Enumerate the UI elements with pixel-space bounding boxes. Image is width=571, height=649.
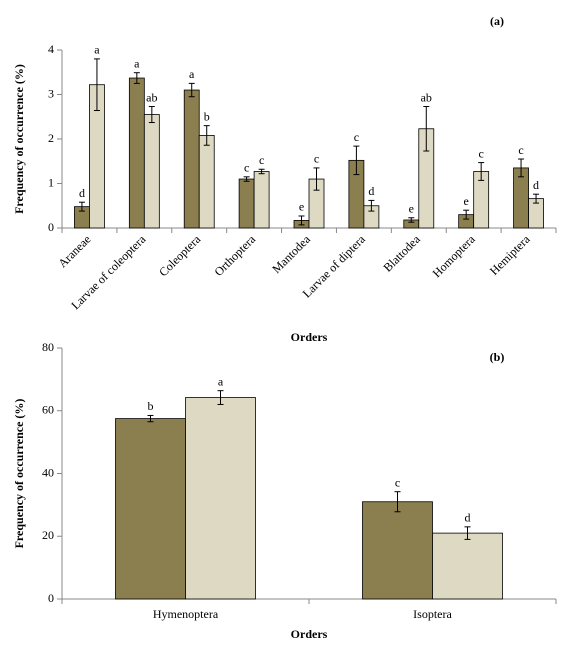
- significance-letter: c: [354, 130, 359, 144]
- x-tick-label: Isoptera: [413, 607, 452, 621]
- significance-letter: c: [518, 143, 523, 157]
- significance-letter: c: [259, 153, 264, 167]
- significance-letter: ab: [146, 90, 157, 104]
- x-tick-label: Coleoptera: [156, 232, 204, 280]
- bar: [198, 135, 215, 229]
- significance-letter: c: [395, 475, 400, 489]
- y-tick-label: 3: [48, 86, 54, 100]
- y-tick-label: 40: [42, 465, 54, 479]
- bar: [115, 418, 186, 600]
- x-tick-label: Hymenoptera: [153, 607, 219, 621]
- significance-letter: d: [533, 178, 539, 192]
- significance-letter: d: [465, 511, 471, 525]
- y-tick-label: 2: [48, 131, 54, 145]
- y-tick-label: 0: [48, 220, 54, 234]
- x-tick-label: Hemiptera: [487, 232, 533, 278]
- significance-letter: d: [368, 184, 374, 198]
- y-tick-label: 60: [42, 403, 54, 417]
- bar: [253, 171, 270, 229]
- significance-letter: a: [218, 374, 224, 388]
- x-tick-label: Araneae: [55, 232, 93, 270]
- y-axis-label: Frequency of occurrence (%): [12, 64, 26, 214]
- bar: [128, 77, 145, 229]
- significance-letter: e: [409, 202, 414, 216]
- bar: [432, 532, 503, 600]
- significance-letter: a: [189, 67, 195, 81]
- significance-letter: c: [314, 152, 319, 166]
- significance-letter: e: [464, 194, 469, 208]
- significance-letter: c: [479, 146, 484, 160]
- bar: [183, 89, 200, 229]
- significance-letter: a: [134, 56, 140, 70]
- x-tick-label: Homoptera: [430, 232, 479, 281]
- y-tick-label: 20: [42, 528, 54, 542]
- significance-letter: a: [94, 43, 100, 57]
- significance-letter: e: [299, 200, 304, 214]
- panel-label: (b): [490, 350, 505, 364]
- x-tick-label: Orthoptera: [212, 232, 259, 279]
- y-tick-label: 80: [42, 340, 54, 354]
- y-tick-label: 4: [48, 42, 54, 56]
- significance-letter: b: [204, 109, 210, 123]
- y-axis-label: Frequency of occurrence (%): [12, 399, 26, 549]
- significance-letter: b: [148, 399, 154, 413]
- significance-letter: c: [244, 161, 249, 175]
- y-tick-label: 0: [48, 591, 54, 605]
- significance-letter: d: [79, 186, 85, 200]
- bar: [238, 178, 255, 229]
- x-tick-label: Mantodea: [269, 232, 313, 276]
- panel-label: (a): [490, 14, 504, 28]
- x-axis-label: Orders: [291, 627, 328, 641]
- bar: [143, 114, 160, 229]
- x-axis-label: Orders: [291, 330, 328, 344]
- y-tick-label: 1: [48, 175, 54, 189]
- x-tick-label: Blattodea: [380, 232, 423, 275]
- bar: [362, 501, 433, 600]
- significance-letter: ab: [421, 90, 432, 104]
- bar: [185, 397, 256, 600]
